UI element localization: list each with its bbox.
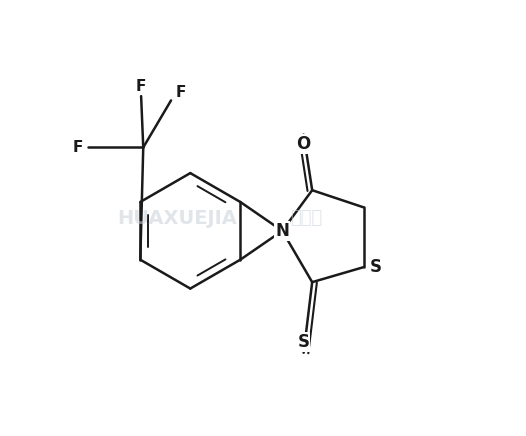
Text: N: N — [275, 222, 289, 240]
Text: HUAXUEJIA: HUAXUEJIA — [117, 208, 237, 228]
Text: S: S — [298, 333, 310, 351]
Text: F: F — [136, 79, 146, 94]
Text: 化学加: 化学加 — [290, 209, 322, 227]
Text: F: F — [175, 85, 186, 100]
Text: O: O — [297, 135, 311, 153]
Text: S: S — [369, 258, 381, 276]
Text: F: F — [73, 140, 84, 155]
